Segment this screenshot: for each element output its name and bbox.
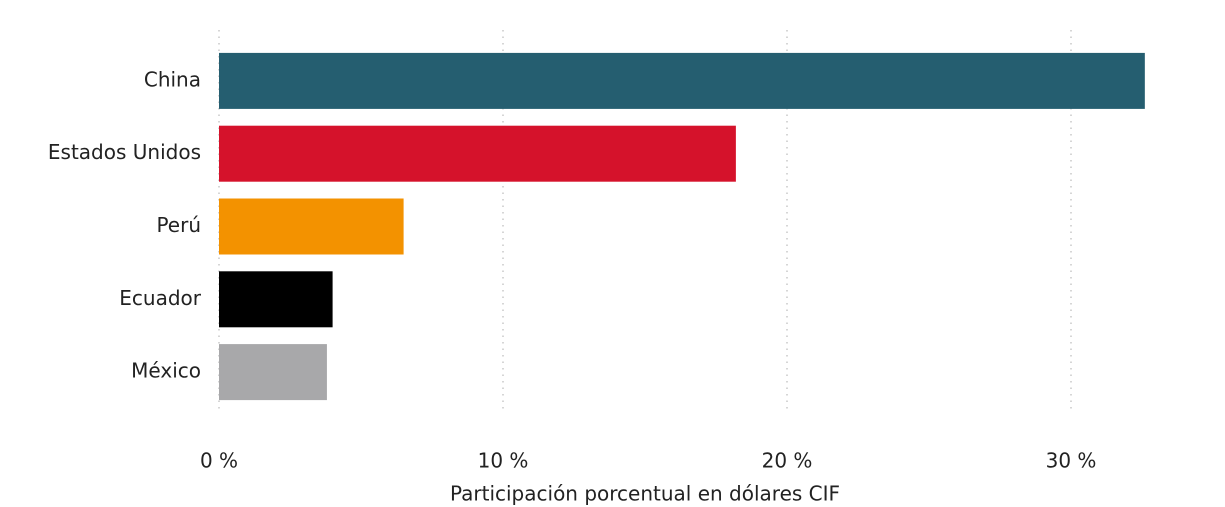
bar: [219, 52, 1145, 109]
y-tick-label: Ecuador: [119, 286, 201, 310]
x-tick-label: 20 %: [762, 449, 813, 473]
y-tick-label: Estados Unidos: [48, 140, 201, 164]
x-tick-label: 0 %: [200, 449, 238, 473]
y-tick-label: Perú: [156, 213, 201, 237]
bar: [219, 271, 333, 328]
bar: [219, 344, 327, 401]
x-axis-label: Participación porcentual en dólares CIF: [450, 482, 840, 506]
x-tick-label: 10 %: [478, 449, 529, 473]
bar: [219, 198, 404, 255]
x-tick-label: 30 %: [1046, 449, 1097, 473]
bar: [219, 125, 736, 182]
y-tick-label: México: [131, 359, 201, 383]
y-tick-label: China: [144, 67, 201, 91]
